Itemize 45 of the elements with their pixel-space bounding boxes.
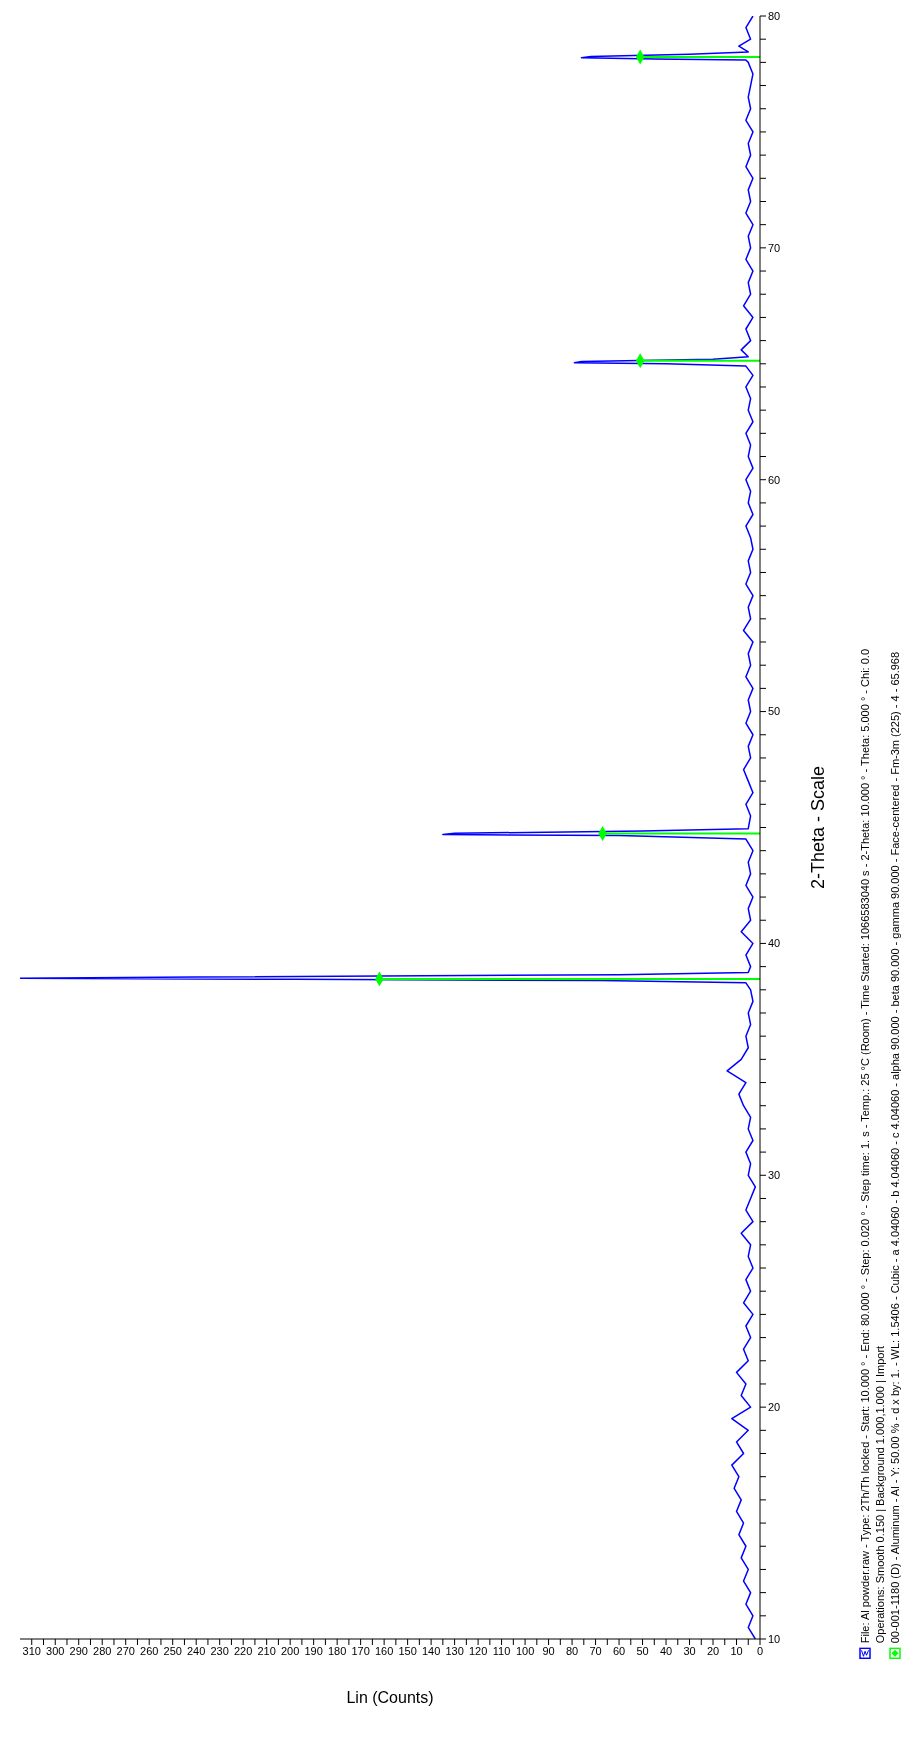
x-tick-label: 160 xyxy=(374,1644,394,1657)
x-tick-label: 50 xyxy=(636,1644,649,1657)
y-tick-label: 80 xyxy=(768,9,781,22)
x-tick-label: 260 xyxy=(140,1644,159,1657)
x-tick-label: 240 xyxy=(187,1644,206,1657)
x-tick-label: 40 xyxy=(659,1644,673,1657)
x-tick-label: 200 xyxy=(280,1644,300,1657)
x-tick-label: 10 xyxy=(730,1644,743,1657)
x-tick-label: 280 xyxy=(93,1644,112,1657)
text: Operations: Smooth 0.150 | Background 1.000,1.000 | Import xyxy=(873,1344,887,1645)
x-tick-label: 100 xyxy=(515,1644,535,1657)
text: 00-001-1180 (D) - Aluminum - Al - Y: 50.00 % - d x by: 1. - WL: 1.5406 - Cubic - a 4.04060 - b 4.04060 - c 4.04060 - alpha 90.000 - beta 90.000 - gamma 90.000 - Face-centered - Fm-3m (225) - 4 - 65.968 xyxy=(888,651,902,1643)
x-tick-label: 250 xyxy=(163,1644,182,1657)
y-tick-label: 40 xyxy=(768,937,781,950)
x-tick-label: 270 xyxy=(116,1644,135,1657)
x-tick-label: 130 xyxy=(445,1644,464,1657)
x-tick-label: 140 xyxy=(421,1644,441,1657)
text: File: Al powder.raw - Type: 2Th/Th locked - Start: 10.000 ° - End: 80.000 ° - Step: 0.020 ° - Step time: 1. s - Temp.: 25 °C (Room) - Time Started: 1066583040 s - 2-Theta: 10.000 ° - Theta: 5.000 ° - Chi: 0.0 xyxy=(858,648,872,1643)
x-tick-label: 210 xyxy=(257,1644,276,1657)
x-axis-title: Lin (Counts) xyxy=(346,1689,434,1706)
x-tick-label: 230 xyxy=(210,1644,229,1657)
x-tick-label: 180 xyxy=(327,1644,347,1657)
y-tick-label: 20 xyxy=(768,1401,781,1414)
x-tick-label: 120 xyxy=(468,1644,488,1657)
y-tick-label: 10 xyxy=(768,1632,781,1645)
x-tick-label: 30 xyxy=(683,1644,696,1657)
y-tick-label: 50 xyxy=(768,705,781,718)
y-tick-label: 70 xyxy=(768,241,781,254)
x-tick-label: 110 xyxy=(492,1644,511,1657)
x-tick-label: 90 xyxy=(542,1644,555,1657)
x-tick-label: 220 xyxy=(233,1644,253,1657)
x-tick-label: 310 xyxy=(22,1644,41,1657)
x-tick-label: 20 xyxy=(706,1644,720,1657)
x-tick-label: 80 xyxy=(565,1644,579,1657)
x-tick-label: 190 xyxy=(304,1644,323,1657)
x-tick-label: 60 xyxy=(612,1644,626,1657)
x-tick-label: 290 xyxy=(69,1644,88,1657)
y-axis-title: 2-Theta - Scale xyxy=(808,765,829,890)
x-tick-label: 150 xyxy=(398,1644,417,1657)
y-tick-label: 60 xyxy=(768,473,781,486)
x-tick-label: 70 xyxy=(589,1644,602,1657)
x-tick-label: 300 xyxy=(46,1644,65,1657)
x-tick-label: 170 xyxy=(351,1644,370,1657)
x-tick-label: 0 xyxy=(756,1644,764,1657)
y-tick-label: 30 xyxy=(768,1169,781,1182)
